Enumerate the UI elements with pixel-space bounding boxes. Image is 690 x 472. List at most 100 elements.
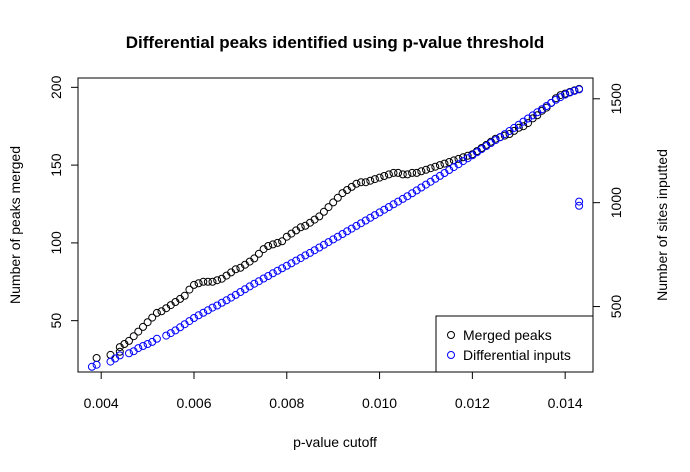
differential-inputs-point <box>315 243 324 252</box>
merged-peaks-point <box>366 176 375 185</box>
y-right-axis-label: Number of sites inputted <box>654 149 670 301</box>
differential-inputs-point <box>250 279 259 288</box>
differential-inputs-point <box>319 240 328 249</box>
chart-title: Differential peaks identified using p-va… <box>126 33 544 52</box>
merged-peaks-point <box>454 154 463 163</box>
differential-inputs-point <box>343 227 352 236</box>
x-axis: 0.004 0.006 0.008 0.010 0.012 0.014 <box>84 371 583 411</box>
differential-inputs-point <box>301 251 310 260</box>
merged-peaks-point <box>398 170 407 179</box>
merged-peaks-point <box>463 151 472 160</box>
differential-inputs-point <box>570 86 579 95</box>
merged-peaks-point <box>231 265 240 274</box>
merged-peaks-point <box>333 193 342 202</box>
x-tick-label: 0.006 <box>176 395 211 411</box>
merged-peaks-point <box>185 285 194 294</box>
merged-peaks-point <box>361 178 370 187</box>
merged-peaks-point <box>203 277 212 286</box>
differential-inputs-point <box>162 331 171 340</box>
merged-peaks-point <box>148 313 157 322</box>
x-tick-label: 0.008 <box>269 395 304 411</box>
merged-peaks-point <box>375 173 384 182</box>
differential-inputs-point <box>394 197 403 206</box>
y-left-tick-label: 50 <box>48 313 64 329</box>
merged-peaks-point <box>213 276 222 285</box>
merged-peaks-point <box>435 161 444 170</box>
differential-inputs-point <box>254 277 263 286</box>
merged-peaks-point <box>264 242 273 250</box>
merged-peaks-point <box>254 249 263 258</box>
merged-peaks-point <box>357 178 365 187</box>
merged-peaks-point <box>533 111 542 120</box>
legend-marker-differential-inputs <box>447 351 455 359</box>
y-right-tick-label: 1000 <box>608 187 624 218</box>
differential-inputs-point <box>306 248 314 257</box>
merged-peaks-point <box>459 153 468 162</box>
y-left-axis: 50 100 150 200 <box>48 75 79 329</box>
differential-inputs-point <box>134 344 143 353</box>
differential-inputs-point <box>324 238 333 247</box>
merged-peaks-point <box>125 336 133 345</box>
merged-peaks-point <box>514 123 523 132</box>
merged-peaks-point <box>412 168 421 177</box>
merged-peaks-point <box>139 322 147 331</box>
merged-peaks-point <box>268 240 277 249</box>
merged-peaks-point <box>278 237 287 246</box>
differential-inputs-point <box>575 201 584 210</box>
legend-label-merged-peaks: Merged peaks <box>463 327 552 343</box>
legend-marker-merged-peaks <box>447 331 455 339</box>
merged-peaks-point <box>143 318 152 327</box>
points-layer <box>87 84 584 371</box>
x-tick-label: 0.010 <box>362 395 397 411</box>
differential-inputs-point <box>556 93 565 102</box>
merged-peaks-point <box>329 198 338 207</box>
merged-peaks-point <box>250 254 259 263</box>
differential-inputs-point <box>194 311 203 320</box>
merged-peaks-point <box>389 168 398 177</box>
differential-inputs-point <box>287 259 296 268</box>
legend-box <box>435 315 594 373</box>
merged-peaks-point <box>106 350 115 359</box>
differential-inputs-point <box>190 314 198 322</box>
differential-inputs-point <box>208 303 217 312</box>
merged-peaks-point <box>190 280 198 289</box>
differential-inputs-point <box>357 219 365 228</box>
y-left-tick-label: 100 <box>48 231 64 255</box>
merged-peaks-point <box>134 327 143 336</box>
merged-peaks-point <box>380 172 389 180</box>
differential-inputs-point <box>338 230 347 238</box>
merged-peaks-point <box>208 277 217 286</box>
differential-inputs-point <box>139 342 147 350</box>
x-axis-label: p-value cutoff <box>293 434 377 450</box>
differential-inputs-point <box>380 205 389 214</box>
differential-inputs-point <box>384 203 393 211</box>
merged-peaks-point <box>92 354 101 362</box>
merged-peaks-point <box>445 158 454 166</box>
differential-inputs-point <box>125 349 133 358</box>
differential-inputs-point <box>236 288 245 296</box>
differential-inputs-point <box>92 360 101 369</box>
differential-inputs-point <box>199 308 208 317</box>
y-left-tick-label: 150 <box>48 153 64 177</box>
differential-inputs-point <box>203 306 212 315</box>
merged-peaks-point <box>422 165 430 174</box>
differential-inputs-point <box>575 197 584 206</box>
y-right-tick-label: 500 <box>608 295 624 319</box>
y-right-axis: 500 1000 1500 <box>592 83 624 319</box>
differential-inputs-point <box>329 235 338 244</box>
merged-peaks-point <box>352 179 361 188</box>
merged-peaks-point <box>319 207 328 216</box>
merged-peaks-point <box>524 119 532 128</box>
differential-inputs-point <box>370 211 379 220</box>
merged-peaks-point <box>180 291 189 300</box>
differential-inputs-point <box>361 216 370 225</box>
differential-inputs-point <box>264 272 273 280</box>
differential-inputs-point <box>227 293 236 302</box>
differential-inputs-point <box>87 362 96 371</box>
legend-label-differential-inputs: Differential inputs <box>463 347 571 363</box>
differential-inputs-point <box>278 264 287 273</box>
merged-peaks-point <box>273 238 282 247</box>
merged-peaks-point <box>194 279 203 288</box>
x-tick-label: 0.012 <box>455 395 490 411</box>
